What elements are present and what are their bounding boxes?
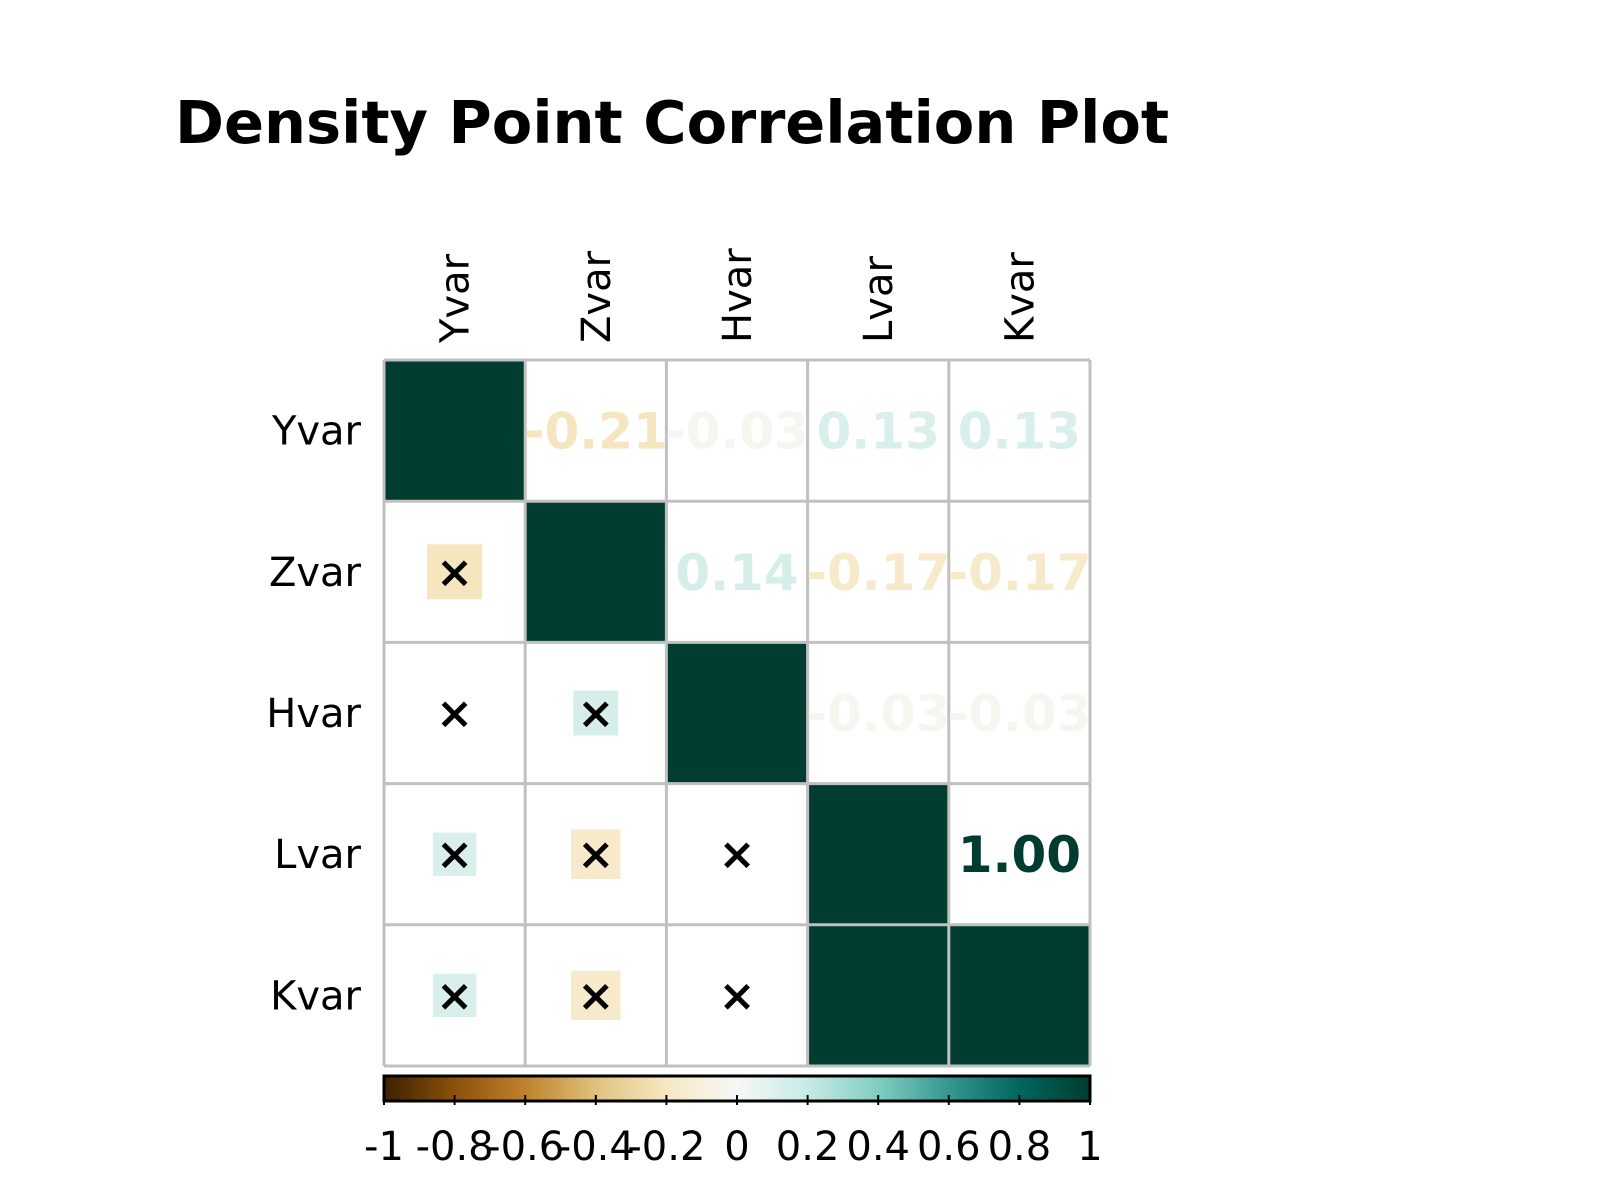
row-label-Hvar: Hvar: [266, 691, 361, 737]
insignificant-mark-icon: ×: [436, 970, 473, 1021]
coef-label-Yvar-Lvar: 0.13: [817, 403, 940, 461]
insignificant-mark-icon: ×: [436, 829, 473, 880]
col-label-Kvar: Kvar: [997, 252, 1043, 343]
insignificant-mark-icon: ×: [577, 970, 614, 1021]
chart-title: Density Point Correlation Plot: [175, 88, 1170, 157]
insignificant-mark-icon: ×: [577, 829, 614, 880]
coef-label-Zvar-Hvar: 0.14: [675, 544, 798, 602]
density-square-Hvar-Zvar: [573, 690, 619, 736]
col-label-Hvar: Hvar: [715, 248, 761, 343]
colorbar-tick-label: -1: [364, 1124, 404, 1170]
col-label-Yvar: Yvar: [433, 253, 479, 344]
coef-label-Lvar-Kvar: 1.00: [958, 826, 1081, 884]
insignificant-mark-icon: ×: [577, 688, 614, 739]
diag-cell-Hvar-Hvar: [666, 642, 808, 784]
density-square-Lvar-Zvar: [571, 829, 621, 879]
coef-label-Yvar-Kvar: 0.13: [958, 403, 1081, 461]
density-square-Kvar-Zvar: [571, 970, 621, 1021]
row-label-Yvar: Yvar: [271, 409, 362, 455]
diag-cell-Lvar-Lvar: [807, 783, 949, 925]
insignificant-mark-icon: ×: [436, 688, 473, 739]
density-square-Zvar-Yvar: [427, 544, 483, 600]
colorbar-tick-label: -0.8: [416, 1124, 494, 1170]
coef-label-Zvar-Kvar: -0.17: [947, 544, 1091, 602]
insignificant-mark-icon: ×: [436, 547, 473, 598]
colorbar-tick-label: 0.6: [917, 1124, 981, 1170]
row-label-Lvar: Lvar: [274, 832, 361, 878]
colorbar-tick-label: 0.4: [846, 1124, 910, 1170]
density-square-Lvar-Yvar: [432, 832, 477, 876]
colorbar-tick-label: 0: [724, 1124, 749, 1170]
colorbar-tick-label: -0.2: [627, 1124, 705, 1170]
coef-label-Yvar-Zvar: -0.21: [524, 403, 668, 461]
insignificant-mark-icon: ×: [719, 970, 756, 1021]
colorbar-tick-label: -0.4: [557, 1124, 635, 1170]
col-label-Lvar: Lvar: [856, 256, 902, 343]
colorbar-tick-label: 1: [1077, 1124, 1102, 1170]
diag-cell-Kvar-Lvar: [807, 924, 949, 1066]
diag-cell-Yvar-Yvar: [384, 360, 526, 502]
colorbar-tick-label: 0.2: [776, 1124, 840, 1170]
colorbar-tick-label: -0.6: [486, 1124, 564, 1170]
coef-label-Hvar-Lvar: -0.03: [806, 685, 950, 743]
coef-label-Zvar-Lvar: -0.17: [806, 544, 950, 602]
row-label-Zvar: Zvar: [269, 550, 362, 596]
coef-label-Yvar-Hvar: -0.03: [665, 403, 809, 461]
row-label-Kvar: Kvar: [270, 973, 361, 1019]
density-square-Kvar-Yvar: [432, 973, 477, 1018]
diag-cell-Zvar-Zvar: [525, 501, 667, 643]
coef-label-Hvar-Kvar: -0.03: [947, 685, 1091, 743]
colorbar-tick-label: 0.8: [988, 1124, 1052, 1170]
col-label-Zvar: Zvar: [574, 250, 620, 343]
diag-cell-Kvar-Kvar: [948, 924, 1090, 1066]
insignificant-mark-icon: ×: [719, 829, 756, 880]
